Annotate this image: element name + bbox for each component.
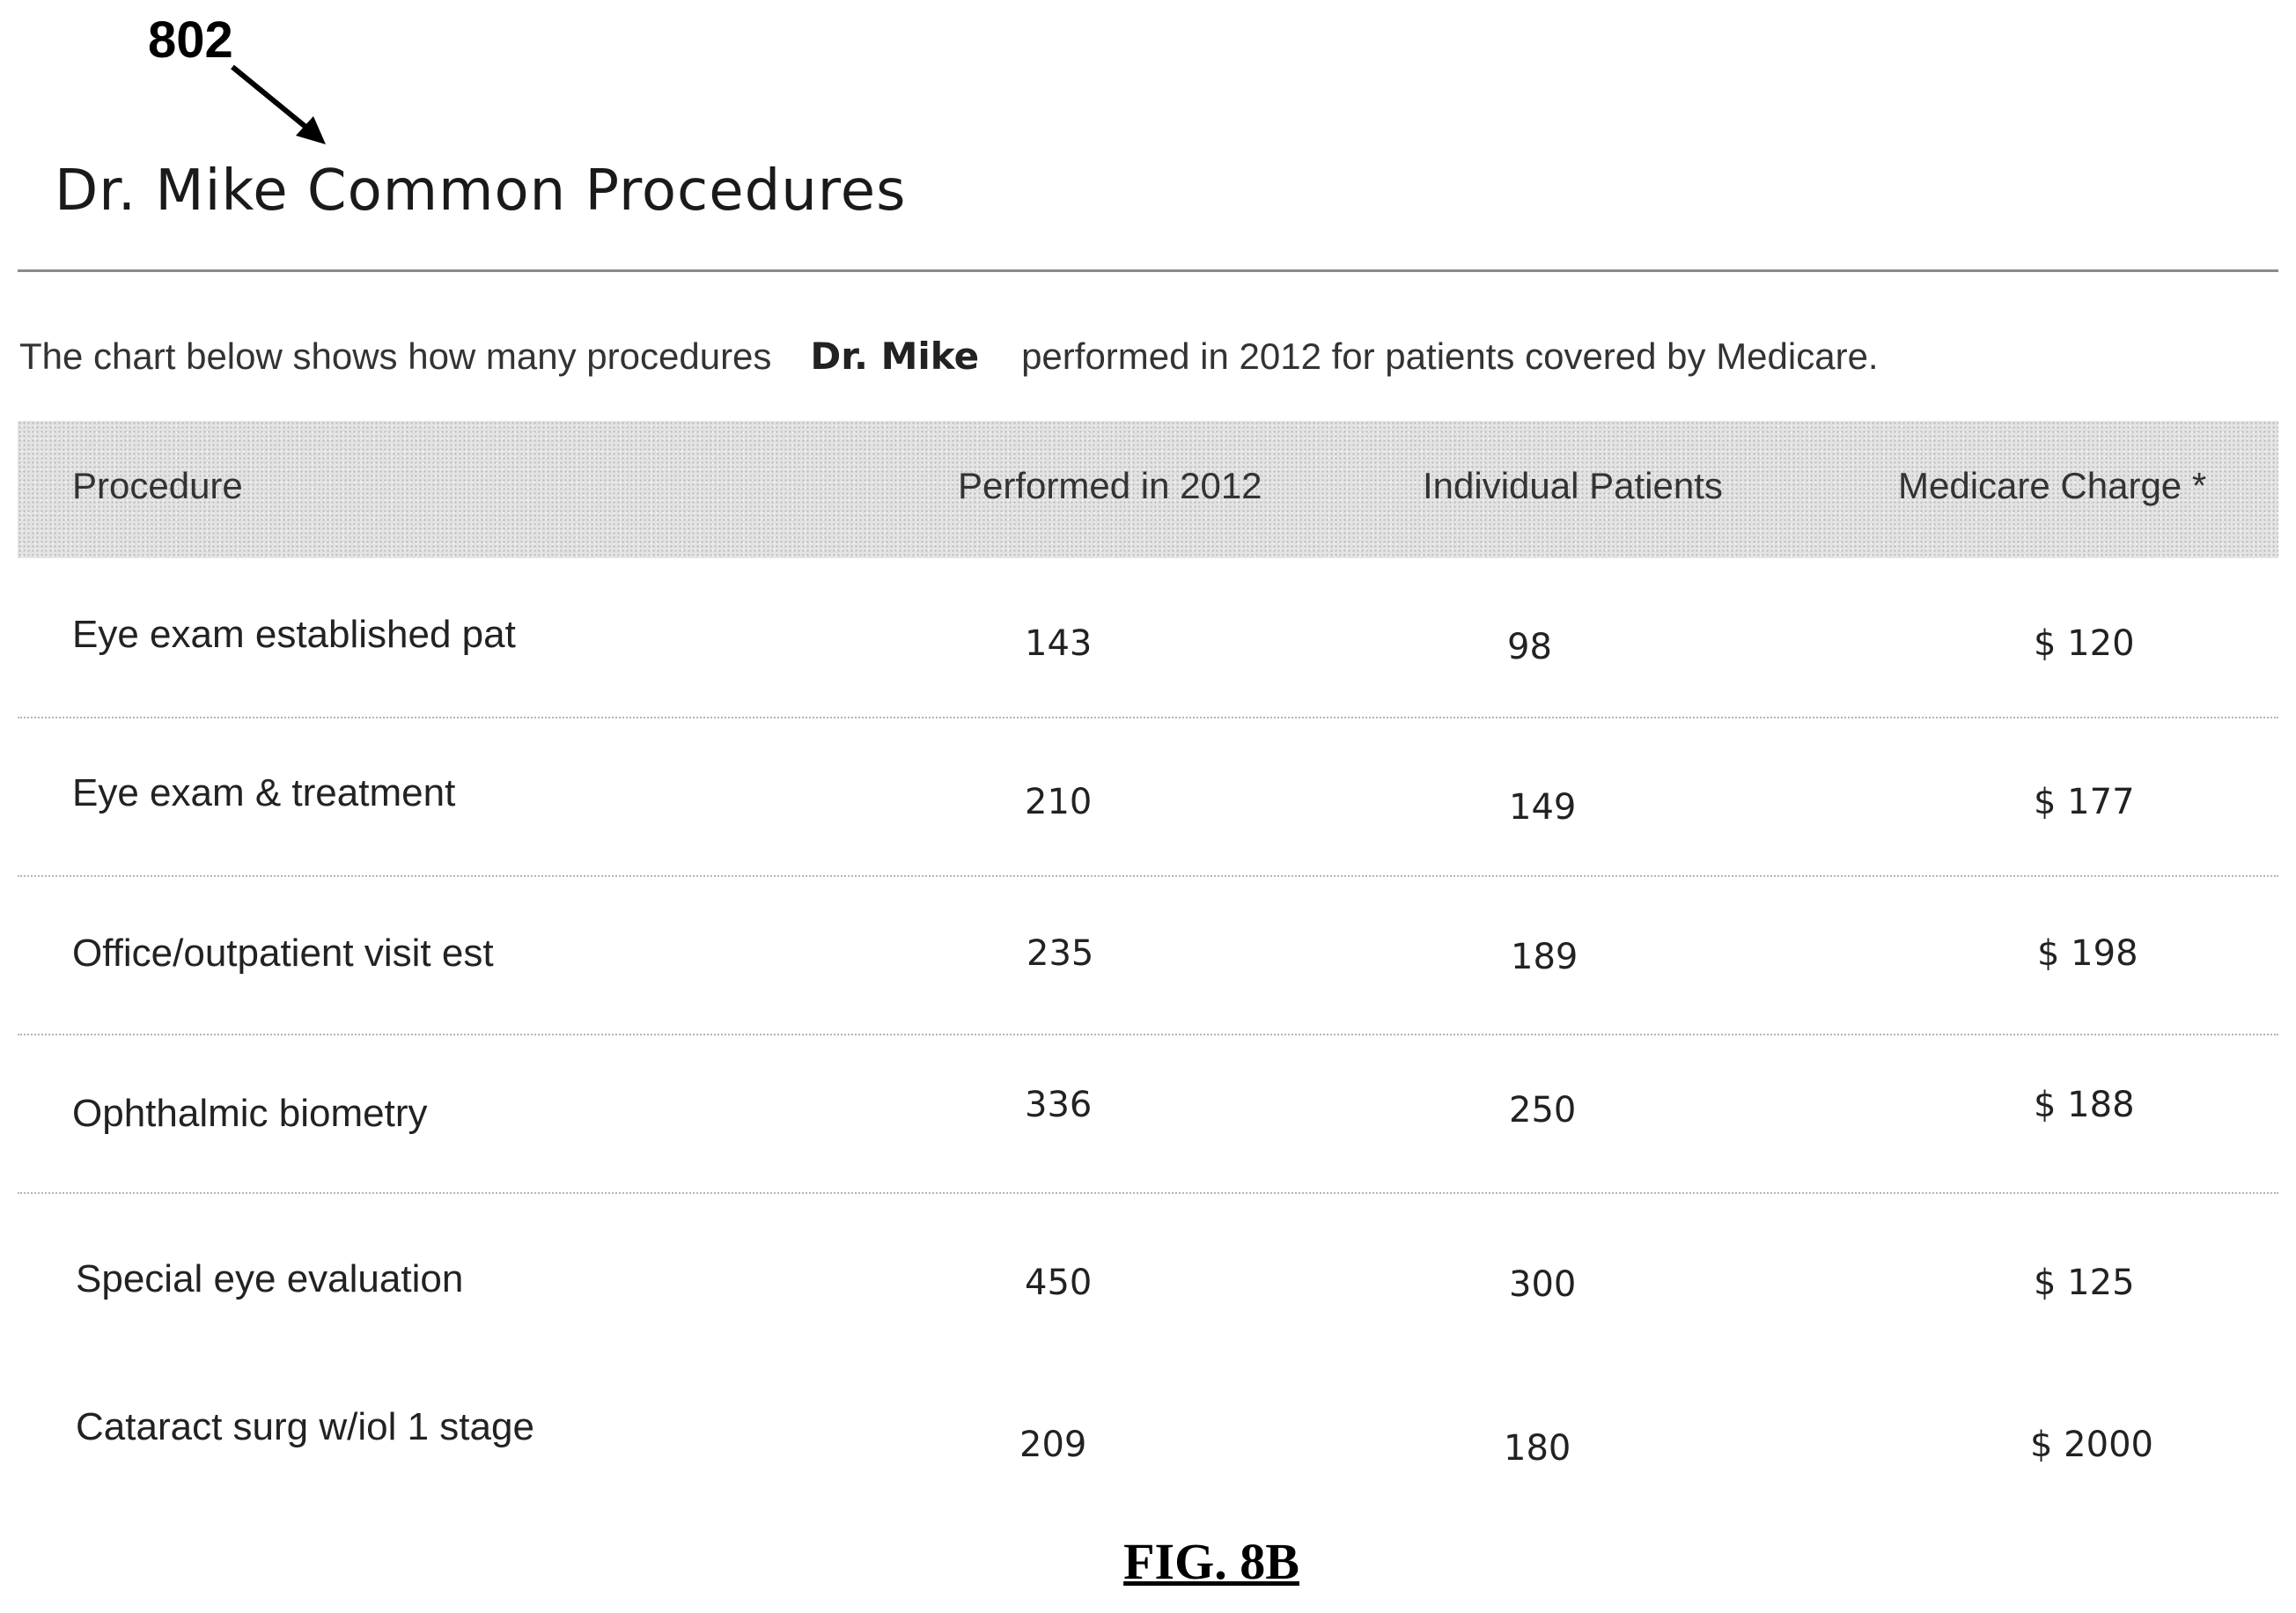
patient-count: 98 (1507, 627, 1552, 667)
table-row: Ophthalmic biometry 336 250 $ 188 (18, 1035, 2278, 1194)
medicare-charge: $ 177 (2034, 782, 2135, 822)
procedure-name: Office/outpatient visit est (72, 932, 494, 976)
procedure-name: Ophthalmic biometry (72, 1092, 427, 1136)
table-row: Office/outpatient visit est 235 189 $ 19… (18, 877, 2278, 1035)
column-header-patients: Individual Patients (1423, 465, 1723, 507)
page-title: Dr. Mike Common Procedures (55, 158, 906, 224)
procedure-name: Eye exam & treatment (72, 771, 455, 815)
doctor-name: Dr. Mike (810, 335, 979, 378)
medicare-charge: $ 120 (2034, 623, 2135, 664)
table-row: Special eye evaluation 450 300 $ 125 (18, 1194, 2278, 1352)
patient-count: 250 (1509, 1090, 1576, 1131)
medicare-charge: $ 198 (2037, 933, 2138, 974)
patient-count: 300 (1509, 1264, 1576, 1305)
title-divider (18, 269, 2278, 272)
patient-count: 189 (1511, 937, 1578, 977)
table-row: Eye exam & treatment 210 149 $ 177 (18, 718, 2278, 877)
performed-count: 235 (1027, 933, 1093, 974)
performed-count: 209 (1019, 1425, 1086, 1465)
figure-caption: FIG. 8B (0, 1532, 2296, 1591)
procedure-name: Special eye evaluation (76, 1257, 463, 1301)
medicare-charge: $ 188 (2034, 1085, 2135, 1125)
reference-numeral: 802 (148, 11, 233, 70)
procedure-name: Eye exam established pat (72, 613, 516, 657)
intro-after: performed in 2012 for patients covered b… (1021, 335, 1879, 377)
arrow-icon (229, 62, 335, 150)
column-header-procedure: Procedure (72, 465, 243, 507)
patient-count: 149 (1509, 787, 1576, 828)
table-row: Cataract surg w/iol 1 stage 209 180 $ 20… (18, 1352, 2278, 1511)
intro-before: The chart below shows how many procedure… (19, 335, 771, 377)
procedure-name: Cataract surg w/iol 1 stage (76, 1405, 534, 1449)
column-header-charge: Medicare Charge * (1898, 465, 2206, 507)
medicare-charge: $ 125 (2034, 1263, 2135, 1303)
performed-count: 450 (1025, 1263, 1092, 1303)
table-row: Eye exam established pat 143 98 $ 120 (18, 560, 2278, 718)
column-header-performed: Performed in 2012 (958, 465, 1262, 507)
performed-count: 336 (1025, 1085, 1092, 1125)
performed-count: 210 (1025, 782, 1092, 822)
patient-count: 180 (1504, 1428, 1571, 1469)
medicare-charge: $ 2000 (2030, 1425, 2153, 1465)
performed-count: 143 (1025, 623, 1092, 664)
table-header: Procedure Performed in 2012 Individual P… (18, 421, 2278, 558)
intro-text: The chart below shows how many procedure… (19, 335, 2273, 378)
